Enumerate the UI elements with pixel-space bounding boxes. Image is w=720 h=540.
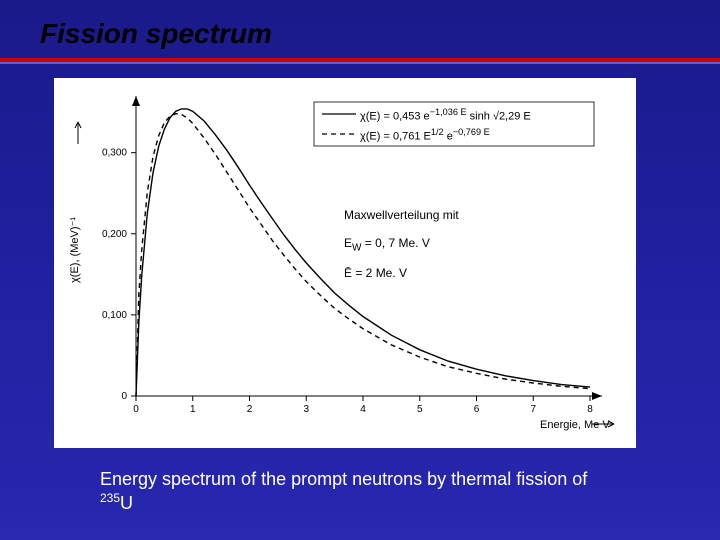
svg-text:6: 6	[474, 404, 480, 415]
chart-panel: 0 1 2 3 4 5 6 7 8 0 0,100 0,200 0,300 Energie, Me V χ(…	[54, 78, 636, 448]
caption-sup: 235	[100, 491, 120, 505]
caption-text-pre: Energy spectrum of the prompt neutrons b…	[100, 469, 587, 489]
svg-text:0: 0	[121, 391, 127, 402]
slide-title: Fission spectrum	[40, 18, 272, 50]
caption-text-post: U	[120, 493, 133, 513]
legend-box: χ(E) = 0,453 e−1,036 E sinh √2,29 Eχ(E) …	[360, 107, 531, 147]
annotation-ew-value: = 0, 7 Me. V	[361, 236, 429, 250]
svg-text:2: 2	[247, 404, 253, 415]
annotation-ew-symbol: E	[344, 236, 352, 250]
svg-text:0,200: 0,200	[102, 229, 127, 240]
caption: Energy spectrum of the prompt neutrons b…	[100, 468, 600, 514]
annotation-ew: EW = 0, 7 Me. V	[344, 236, 430, 253]
svg-text:7: 7	[530, 404, 536, 415]
svg-text:0,300: 0,300	[102, 148, 127, 159]
fission-spectrum-chart: 0 1 2 3 4 5 6 7 8 0 0,100 0,200 0,300 Energie, Me V χ(…	[54, 78, 636, 448]
svg-text:0,100: 0,100	[102, 310, 127, 321]
svg-text:3: 3	[303, 404, 309, 415]
svg-text:8: 8	[587, 404, 593, 415]
svg-text:0: 0	[133, 404, 139, 415]
title-underline-thin	[0, 62, 720, 64]
annotation-maxwell: Maxwellverteilung mit	[344, 208, 459, 222]
svg-text:5: 5	[417, 404, 423, 415]
annotation-ebar: Ē = 2 Me. V	[344, 266, 407, 280]
svg-text:4: 4	[360, 404, 366, 415]
svg-text:χ(E), (MeV)⁻¹: χ(E), (MeV)⁻¹	[69, 217, 81, 283]
svg-text:1: 1	[190, 404, 196, 415]
svg-text:Energie, Me V: Energie, Me V	[540, 419, 610, 431]
